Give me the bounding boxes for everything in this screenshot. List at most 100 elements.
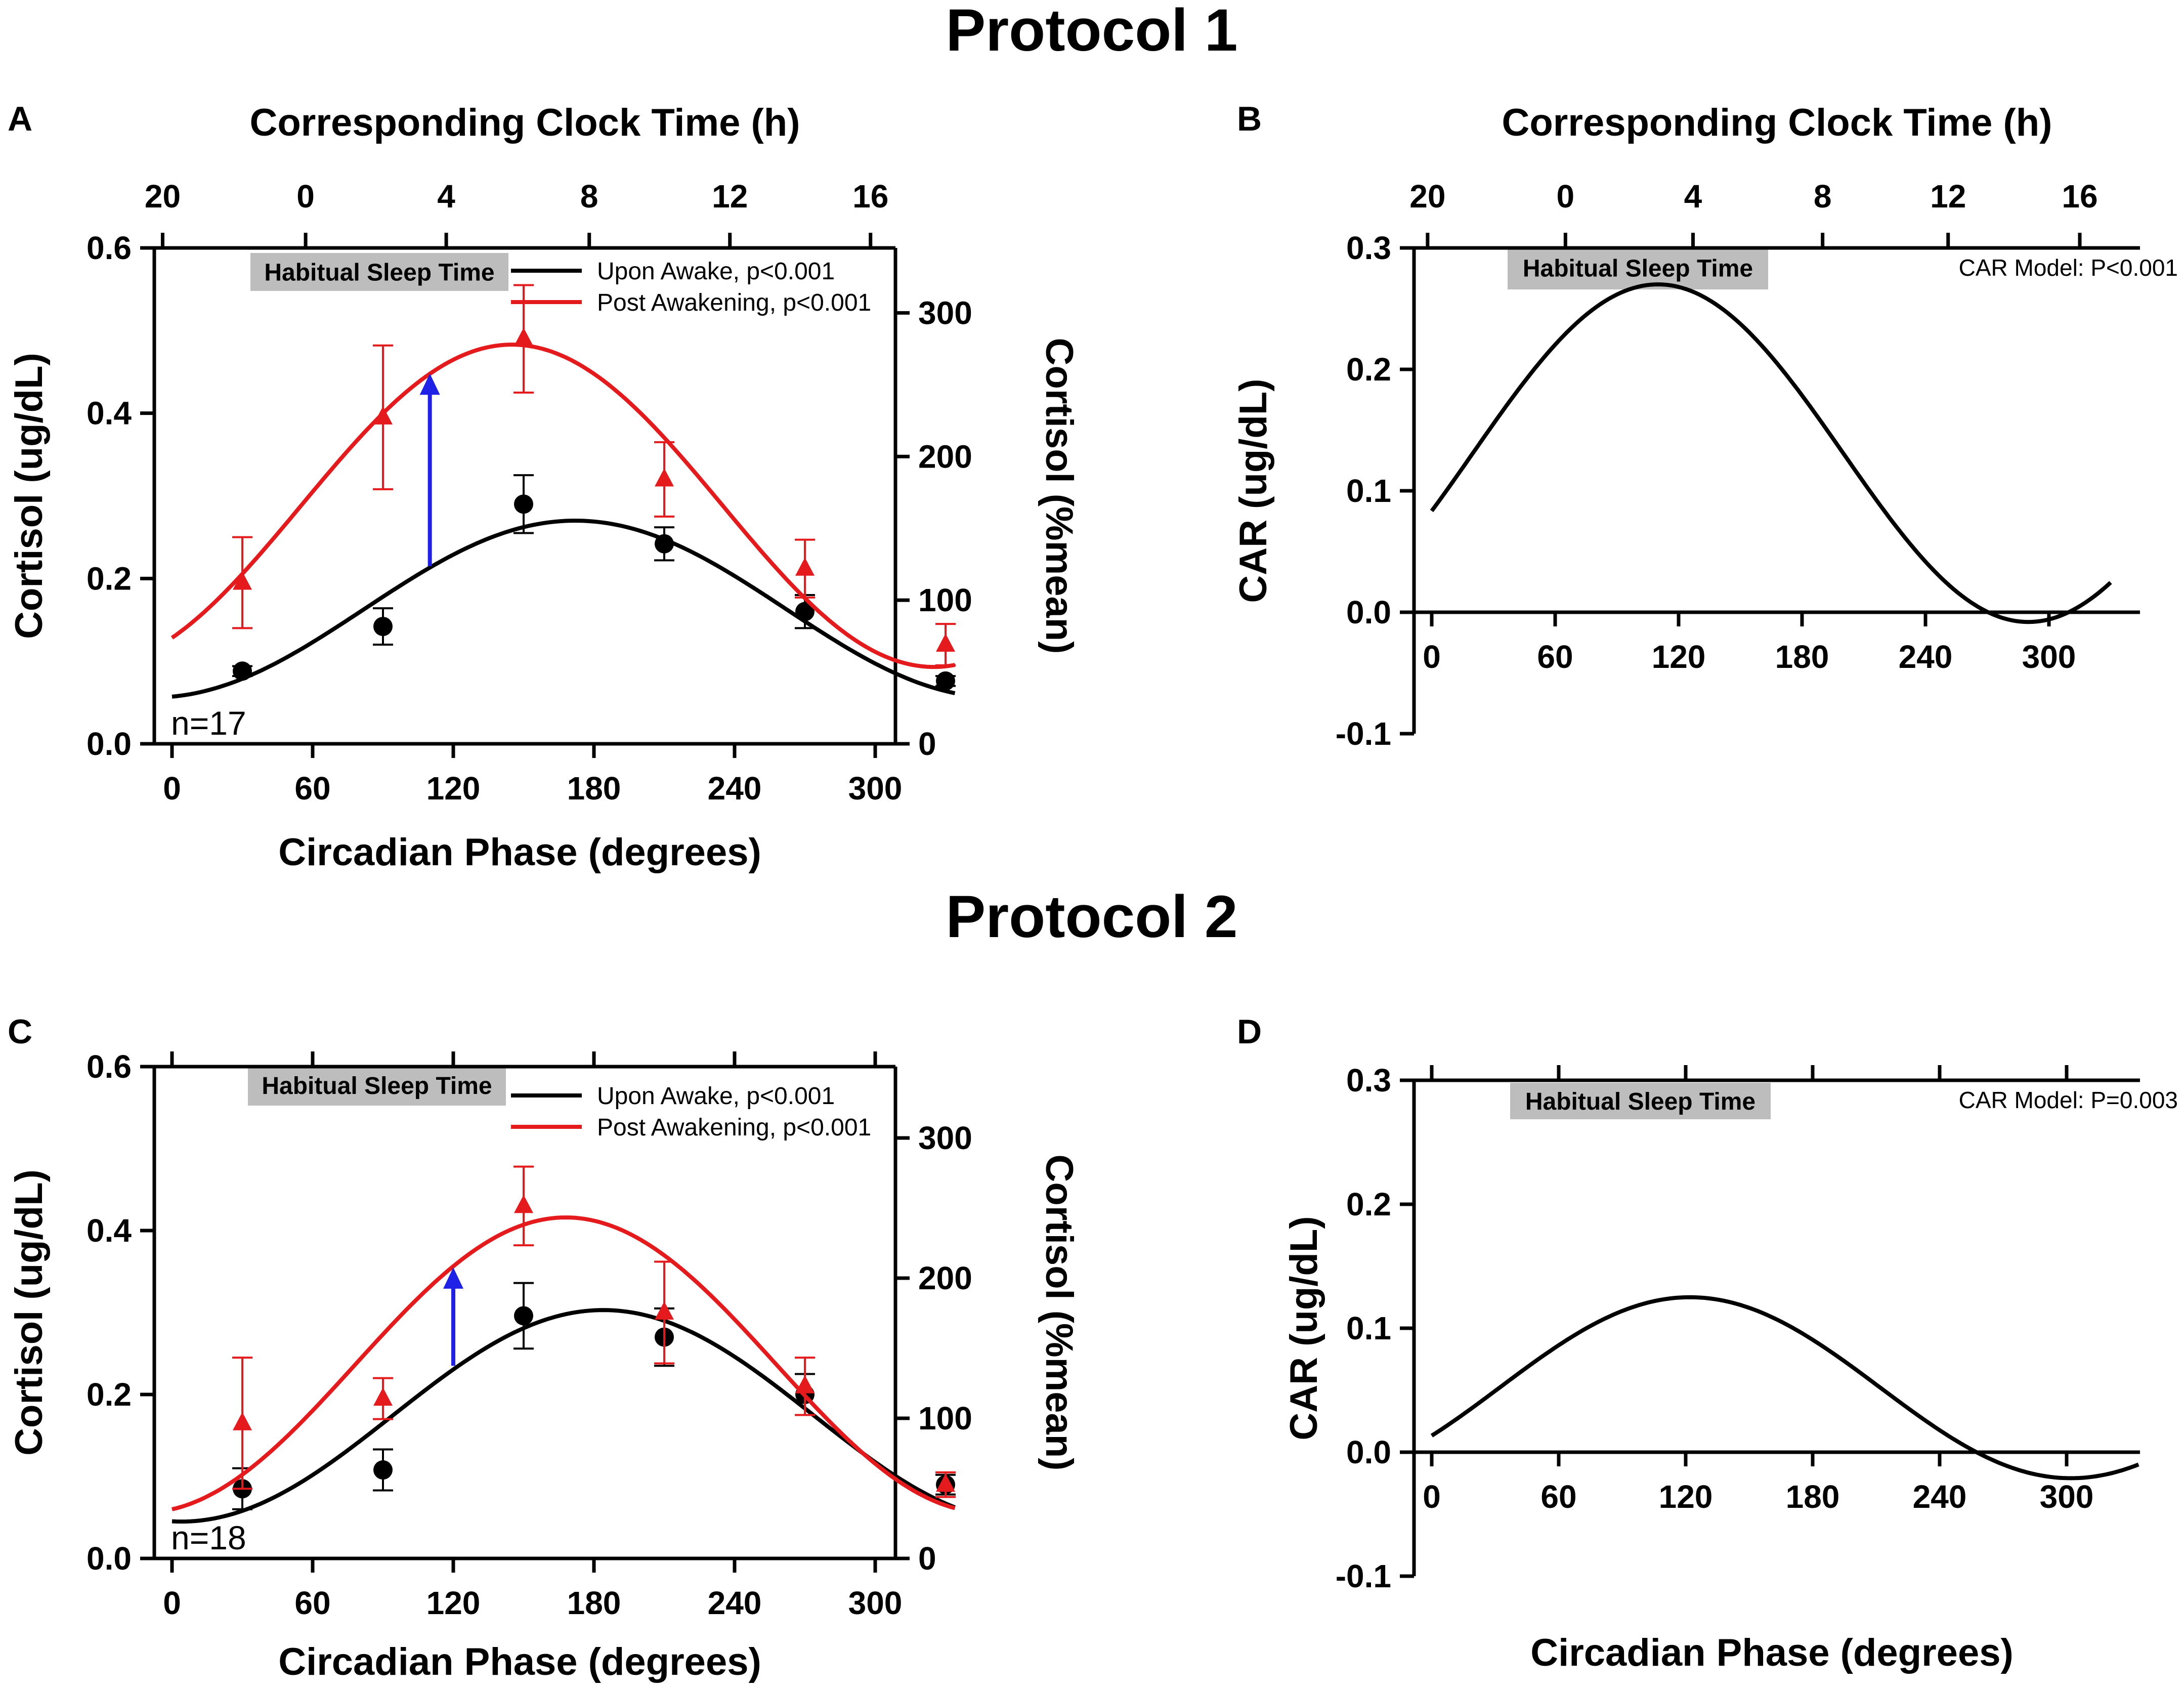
y-tick-label-d-2: 0.1 [1346,1310,1391,1346]
protocol-1-title: Protocol 1 [946,0,1238,64]
top-axis-title-a: Corresponding Clock Time (h) [249,101,800,144]
x-axis-title-a: Circadian Phase (degrees) [278,831,761,874]
x-tick-label-d-5: 300 [2040,1478,2094,1515]
top-tick-label-a-4: 12 [712,178,748,215]
x-axis-title-c: Circadian Phase (degrees) [278,1640,761,1683]
sleep-band-c [248,1065,506,1106]
y2-tick-label-c-2: 200 [918,1260,972,1296]
y-tick-label-a-3: 0.6 [87,230,132,266]
legend-label-post-awakening-c: Post Awakening, p<0.001 [597,1114,871,1141]
protocol-2-title: Protocol 2 [946,883,1238,950]
data-point-upon-awake-c-2 [514,1306,533,1326]
fit-curve-upon-awake-a [172,518,956,699]
top-tick-label-b-1: 0 [1557,178,1575,215]
y-tick-label-a-1: 0.2 [87,560,132,597]
y-tick-label-c-1: 0.2 [87,1376,132,1413]
data-point-post-awakening-c-0 [233,1412,252,1430]
arrow-head-c [443,1267,463,1289]
x-tick-label-a-1: 60 [294,770,330,807]
y-tick-label-c-3: 0.6 [87,1048,132,1085]
y-axis-title-b: CAR (ug/dL) [1232,378,1275,603]
y2-tick-label-a-1: 100 [918,582,972,618]
y-tick-label-b-1: 0.0 [1346,594,1391,630]
n-label-c: n=18 [171,1519,246,1556]
top-tick-label-b-5: 16 [2062,178,2097,215]
y-tick-label-b-2: 0.1 [1346,473,1391,509]
data-point-post-awakening-c-5 [936,1473,955,1492]
top-tick-label-a-5: 16 [852,178,888,215]
y2-tick-label-a-2: 200 [918,438,972,475]
panel-d: Habitual Sleep Time -0.1 0.0 0.1 0.2 0.3 0 60 12… [1282,1062,2178,1674]
y-tick-label-a-0: 0.0 [87,726,132,762]
x-tick-label-d-0: 0 [1423,1478,1441,1515]
panel-c: Habitual Sleep Time 0.0 0.2 0.4 0.6 0 60 120 180… [8,1048,1081,1683]
fit-curve-post-awakening-a [170,343,956,669]
y-axis-title-d: CAR (ug/dL) [1282,1216,1325,1440]
data-point-post-awakening-c-2 [514,1195,533,1213]
top-axis-title-b: Corresponding Clock Time (h) [1502,101,2052,144]
x-tick-label-a-2: 120 [426,770,481,807]
data-point-upon-awake-a-4 [795,602,815,621]
data-point-post-awakening-a-0 [233,571,252,590]
fit-curve-car-b [1430,282,2112,624]
sleep-band-label-a: Habitual Sleep Time [264,260,494,286]
data-point-post-awakening-a-5 [936,633,955,652]
x-tick-label-d-4: 240 [1913,1478,1967,1515]
x-tick-label-a-3: 180 [567,770,621,807]
x-tick-label-c-3: 180 [567,1585,621,1621]
fit-curve-car-d [1430,1295,2139,1481]
y2-tick-label-c-0: 0 [918,1540,936,1577]
panel-letter-d: D [1237,1012,1262,1051]
legend-label-upon-awake-c: Upon Awake, p<0.001 [597,1083,835,1110]
top-tick-label-a-0: 20 [145,178,181,215]
data-point-upon-awake-a-3 [655,534,674,554]
data-point-post-awakening-c-3 [655,1301,674,1320]
y-axis-title-c: Cortisol (ug/dL) [8,1169,51,1456]
y-tick-label-d-4: 0.3 [1346,1062,1391,1098]
top-tick-label-b-0: 20 [1409,178,1445,215]
x-tick-label-b-3: 180 [1775,639,1829,675]
sleep-band-label-c: Habitual Sleep Time [262,1073,492,1100]
x-tick-label-d-3: 180 [1786,1478,1840,1515]
panel-letter-b: B [1237,100,1262,138]
data-point-upon-awake-a-0 [233,661,252,681]
x-tick-label-b-2: 120 [1652,639,1706,675]
data-point-post-awakening-a-4 [795,557,815,576]
data-point-post-awakening-c-4 [795,1375,815,1393]
x-tick-label-b-1: 60 [1537,639,1573,675]
data-point-post-awakening-a-2 [514,327,533,346]
data-point-upon-awake-a-1 [373,617,393,637]
data-point-post-awakening-a-3 [655,468,674,487]
x-tick-label-c-2: 120 [426,1585,481,1621]
model-label-d: CAR Model: P=0.003 [1959,1087,2178,1113]
data-point-upon-awake-a-5 [936,671,955,691]
top-tick-label-a-1: 0 [296,178,315,215]
x-tick-label-b-5: 300 [2022,639,2076,675]
top-tick-label-b-4: 12 [1930,178,1966,215]
fit-curve-post-awakening-c [172,1215,956,1511]
y-tick-label-a-2: 0.4 [87,395,132,432]
sleep-band-a [250,253,508,291]
x-tick-label-a-4: 240 [708,770,762,807]
y2-tick-label-a-0: 0 [918,726,936,762]
arrow-head-a [419,373,440,395]
model-label-b: CAR Model: P<0.001 [1959,255,2178,281]
legend-label-upon-awake-a: Upon Awake, p<0.001 [597,258,835,285]
x-tick-label-c-4: 240 [708,1585,762,1621]
top-tick-label-b-2: 4 [1684,178,1702,215]
y2-tick-label-c-3: 300 [918,1120,972,1156]
top-tick-label-a-2: 4 [437,178,455,215]
panel-letter-a: A [8,100,32,138]
x-tick-label-d-2: 120 [1659,1478,1713,1515]
y-tick-label-b-0: -0.1 [1336,715,1391,752]
x-tick-label-a-0: 0 [163,770,181,807]
y-axis-title-a: Cortisol (ug/dL) [8,353,51,639]
panel-letter-c: C [8,1012,32,1051]
sleep-band-d [1510,1083,1771,1119]
y2-axis-title-a: Cortisol (%mean) [1038,338,1081,654]
n-label-a: n=17 [171,704,246,742]
y2-tick-label-a-3: 300 [918,294,972,331]
top-tick-label-b-3: 8 [1814,178,1832,215]
x-tick-label-b-0: 0 [1423,639,1441,675]
